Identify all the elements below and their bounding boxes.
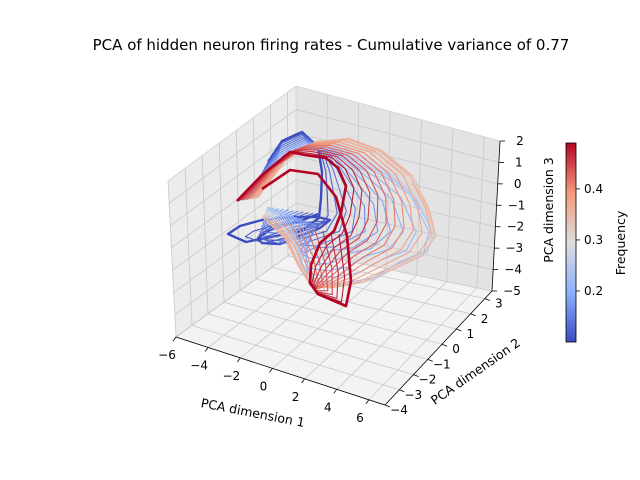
z-axis-label: PCA dimension 3 — [541, 157, 556, 262]
y-tick — [484, 298, 491, 301]
y-tick — [470, 313, 476, 317]
trajectory-highlight — [236, 150, 353, 308]
x-tick — [236, 357, 241, 363]
x-grid-line — [272, 268, 387, 369]
y-grid-line-left — [201, 155, 209, 314]
colorbar-label: Frequency — [613, 210, 628, 275]
x-grid-line-back — [446, 128, 454, 282]
y-grid-line — [207, 313, 414, 375]
y-tick — [456, 328, 462, 332]
y-tick-label: 2 — [481, 312, 489, 326]
colorbar-tick-label: 0.2 — [584, 284, 603, 298]
x-tick — [269, 368, 273, 373]
z-tick-label: 1 — [515, 155, 523, 169]
z-grid-line-left — [175, 249, 297, 338]
trajectory-curve — [254, 139, 423, 288]
x-grid-line — [304, 274, 417, 380]
z-grid-line-left — [170, 132, 297, 226]
y-axis-line — [384, 290, 493, 406]
y-tick-label: 0 — [452, 342, 460, 356]
x-grid-line-back — [476, 136, 485, 288]
y-tick-label: −2 — [419, 373, 437, 387]
x-tick-label: −2 — [222, 369, 240, 383]
z-tick-label: −5 — [503, 284, 521, 298]
y-tick-label: −4 — [390, 403, 408, 417]
x-tick-label: −6 — [158, 348, 176, 362]
trajectory-curve — [226, 130, 332, 246]
x-tick-label: 2 — [292, 390, 300, 404]
x-axis-label: PCA dimension 1 — [200, 395, 306, 430]
z-grid-line — [295, 109, 499, 163]
x-grid-line — [336, 281, 448, 390]
z-tick-label: 0 — [514, 177, 522, 191]
x-grid-line — [240, 262, 357, 359]
y-grid-line — [223, 301, 428, 360]
x-grid-line — [368, 287, 478, 401]
x-tick — [333, 389, 338, 394]
x-tick — [204, 347, 209, 352]
z-grid-line-left — [174, 226, 297, 316]
trajectory-curve — [256, 141, 379, 259]
x-grid-line-back — [325, 94, 328, 257]
z-tick-label: −3 — [505, 241, 523, 255]
trajectory-curve — [240, 149, 363, 299]
x-tick — [172, 336, 177, 342]
y-grid-line — [255, 278, 457, 330]
colorbar-tick-label: 0.3 — [584, 233, 603, 247]
colorbar: 0.2 0.3 0.4 Frequency — [565, 142, 628, 343]
x-tick-label: 0 — [260, 379, 268, 393]
y-tick — [399, 389, 405, 393]
x-tick-label: 6 — [356, 411, 364, 425]
chart-title: PCA of hidden neuron firing rates - Cumu… — [93, 36, 570, 54]
y-grid-line-left — [218, 142, 225, 303]
y-grid-line — [239, 290, 443, 345]
floor-pane — [176, 250, 492, 405]
trajectory-curve — [244, 133, 329, 244]
x-axis-line — [175, 336, 386, 406]
y-tick-label: −1 — [433, 357, 451, 371]
y-tick-label: 1 — [467, 327, 475, 341]
x-tick — [365, 399, 370, 405]
trajectory-curve — [246, 146, 387, 291]
z-tick-label: −1 — [508, 198, 526, 212]
y-grid-line-left — [252, 117, 257, 280]
z-tick-label: −2 — [507, 220, 525, 234]
y-tick — [413, 374, 419, 377]
y-tick — [427, 359, 433, 362]
y-tick-label: −3 — [404, 388, 422, 402]
y-grid-line-left — [235, 130, 241, 291]
trajectory-curve — [256, 138, 432, 289]
y-tick — [441, 343, 448, 347]
x-tick — [301, 378, 305, 384]
tick-marks — [172, 140, 505, 408]
colorbar-ticks: 0.2 0.3 0.4 — [576, 182, 603, 298]
x-grid-line-back — [386, 111, 391, 269]
z-tick-label: −4 — [504, 263, 522, 277]
y-grid-line-left — [167, 180, 177, 338]
y-grid-line — [287, 255, 485, 299]
colorbar-tick-label: 0.4 — [584, 182, 603, 196]
x-tick-label: 4 — [324, 400, 332, 414]
trajectory-curve — [258, 139, 366, 253]
y-grid-line — [191, 325, 400, 391]
z-tick-label: 2 — [516, 134, 524, 148]
z-grid-line-left — [168, 109, 297, 204]
trajectory-curve — [242, 148, 371, 296]
z-grid-line-left — [172, 179, 297, 271]
x-tick-label: −4 — [190, 358, 208, 372]
z-axis-line — [491, 140, 501, 292]
trajectory-curve — [244, 147, 379, 292]
y-grid-line-left — [184, 168, 193, 326]
y-tick-label: 3 — [495, 297, 503, 311]
colorbar-gradient — [565, 142, 577, 343]
y-tick — [384, 404, 391, 408]
left-pane — [168, 86, 296, 337]
trajectory-curves — [226, 130, 437, 308]
